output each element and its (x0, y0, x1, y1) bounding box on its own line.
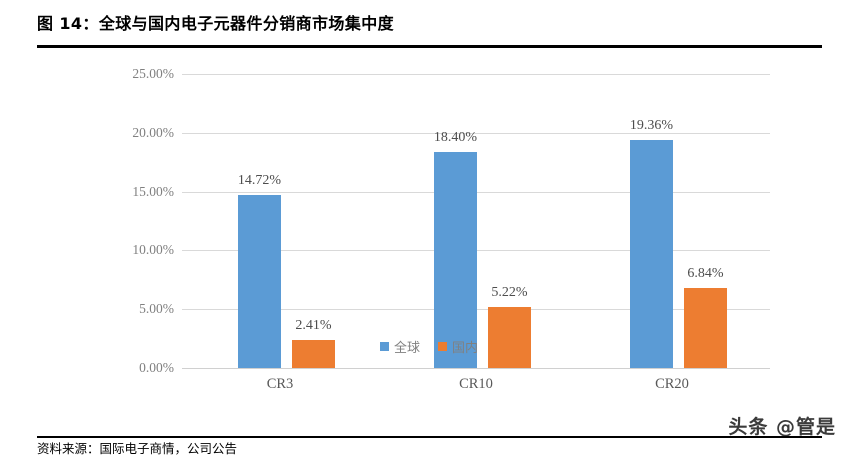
bar-value-label: 2.41% (295, 317, 332, 333)
bar-chart: 0.00% 5.00% 10.00% 15.00% 20.00% 25.00% CR3 14… (0, 52, 858, 412)
y-axis-tick-label: 25.00% (132, 66, 174, 81)
page-title: 图 14：全球与国内电子元器件分销商市场集中度 (37, 14, 395, 33)
legend-item-label: 国内 (452, 341, 479, 356)
plot-area: CR3 14.72% 2.41% CR10 18.40% 5.22% CR20 19.36% 6… (182, 74, 770, 392)
figure-header: 图 14：全球与国内电子元器件分销商市场集中度 (37, 14, 822, 48)
footer-divider (37, 436, 822, 438)
bar-cr10-global[interactable] (434, 151, 477, 368)
bar-cr20-global[interactable] (630, 140, 673, 368)
x-axis-tick-label: CR20 (655, 376, 689, 392)
gridline (182, 132, 770, 134)
y-axis-tick-label: 20.00% (132, 124, 174, 140)
bar-cr3-domestic[interactable] (292, 339, 335, 368)
legend-item-label: 全球 (393, 341, 420, 356)
bar-cr20-domestic[interactable] (684, 287, 727, 368)
gridline (182, 368, 770, 369)
bar-value-label: 19.36% (629, 118, 674, 134)
legend-item-global[interactable]: 全球 (379, 337, 420, 356)
bar-value-label: 6.84% (687, 265, 724, 281)
bar-value-label: 14.72% (237, 172, 282, 188)
chart-legend: 全球 国内 (0, 337, 858, 356)
bar-group: 14.72% 2.41% (182, 74, 378, 368)
x-axis-tick-label: CR3 (266, 376, 294, 392)
legend-swatch-icon (438, 342, 447, 351)
bar-group: 18.40% 5.22% (378, 74, 574, 368)
legend-item-domestic[interactable]: 国内 (438, 337, 478, 356)
y-axis-tick-label: 5.00% (139, 301, 174, 317)
y-axis-tick-label: 15.00% (132, 183, 174, 199)
header-divider (37, 45, 822, 48)
bar-cr10-domestic[interactable] (488, 306, 531, 368)
y-axis-tick-label: 10.00% (132, 242, 174, 258)
gridline (182, 74, 770, 75)
bar-value-label: 5.22% (491, 284, 528, 300)
bar-value-label: 18.40% (433, 129, 478, 145)
legend-swatch-icon (379, 342, 389, 351)
watermark: 头条 @管是 (728, 416, 836, 438)
bar-cr3-global[interactable] (238, 194, 281, 368)
source-note: 资料来源：国际电子商情，公司公告 (37, 441, 238, 456)
x-axis-tick-label: CR10 (459, 376, 493, 392)
y-axis-tick-label: 0.00% (139, 360, 174, 375)
y-axis: 0.00% 5.00% 10.00% 15.00% 20.00% 25.00% (82, 66, 174, 375)
bar-group: 19.36% 6.84% (574, 74, 770, 368)
